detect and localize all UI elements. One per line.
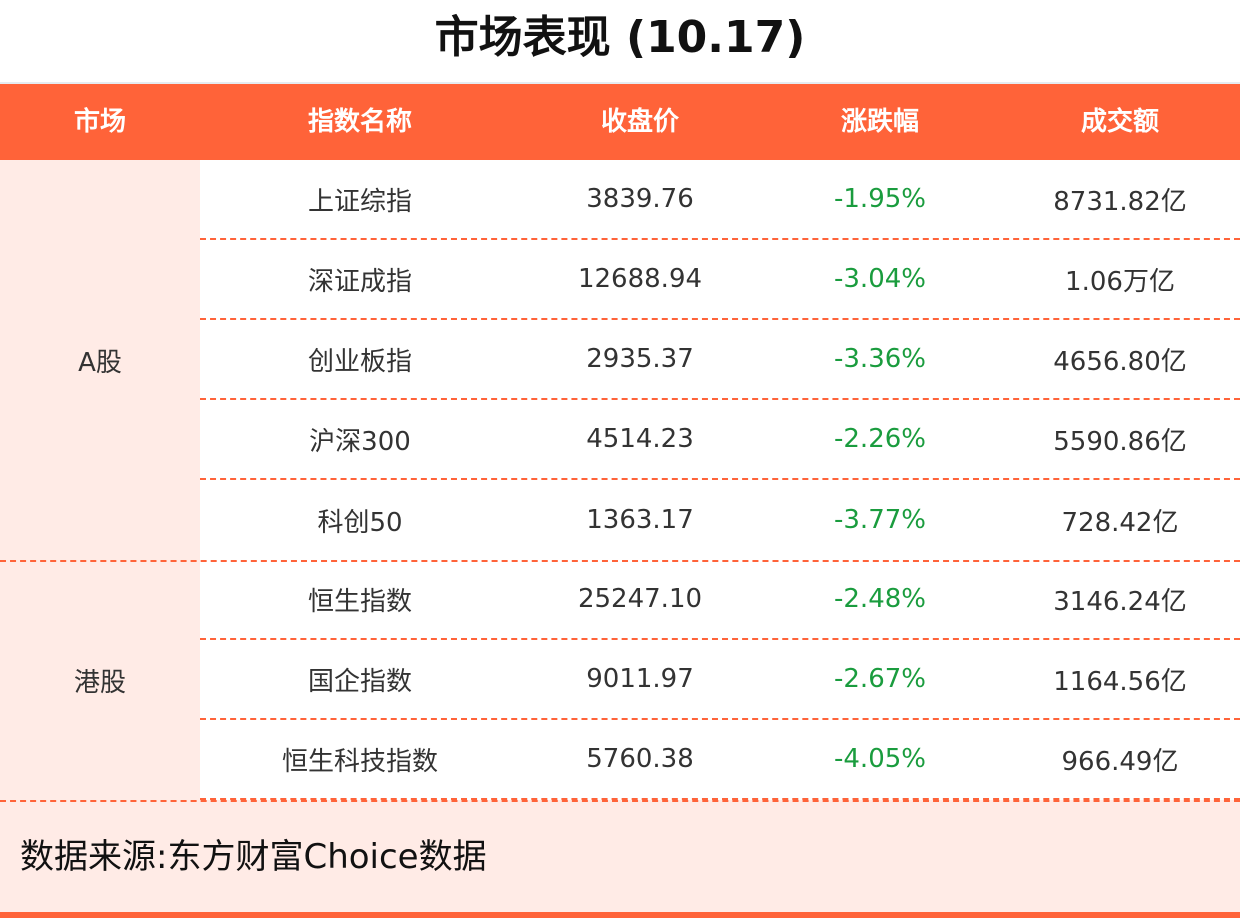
data-source-note: 数据来源:东方财富Choice数据 — [0, 800, 1240, 912]
table-row: 沪深300 4514.23 -2.26% 5590.86亿 — [200, 400, 1240, 480]
table-row: 恒生指数 25247.10 -2.48% 3146.24亿 — [200, 560, 1240, 640]
bottom-bar — [0, 912, 1240, 918]
close-price-cell: 25247.10 — [577, 584, 703, 614]
table-body: A股 上证综指 3839.76 -1.95% 8731.82亿深证成指 12688.94 -… — [0, 160, 1240, 800]
index-name-cell: 沪深300 — [309, 426, 411, 457]
index-name-cell: 上证综指 — [307, 186, 412, 217]
volume-cell: 1.06万亿 — [1065, 266, 1175, 297]
close-price-cell: 4514.23 — [586, 424, 694, 454]
index-name-cell: 恒生指数 — [307, 586, 412, 617]
market-group: 港股 恒生指数 25247.10 -2.48% 3146.24亿国企指数 9011.97 -… — [0, 560, 1240, 800]
table-row: 国企指数 9011.97 -2.67% 1164.56亿 — [200, 640, 1240, 720]
change-cell: -3.36% — [834, 344, 926, 374]
market-group: A股 上证综指 3839.76 -1.95% 8731.82亿深证成指 12688.94 -… — [0, 160, 1240, 560]
table-header: 市场 指数名称 收盘价 涨跌幅 成交额 — [0, 84, 1240, 160]
table-row: 恒生科技指数 5760.38 -4.05% 966.49亿 — [200, 720, 1240, 800]
volume-cell: 728.42亿 — [1061, 507, 1179, 538]
column-header-index-name: 指数名称 — [307, 107, 412, 137]
page-title: 市场表现 (10.17) — [434, 12, 806, 63]
change-cell: -3.77% — [834, 505, 926, 535]
column-header-volume: 成交额 — [1080, 107, 1159, 137]
index-name-cell: 创业板指 — [307, 346, 412, 377]
index-name-cell: 恒生科技指数 — [281, 746, 438, 777]
close-price-cell: 1363.17 — [586, 505, 694, 535]
market-cell: A股 — [0, 160, 200, 560]
index-name-cell: 深证成指 — [307, 266, 412, 297]
close-price-cell: 3839.76 — [586, 184, 694, 214]
column-header-market: 市场 — [73, 107, 126, 137]
volume-cell: 5590.86亿 — [1053, 426, 1187, 457]
close-price-cell: 5760.38 — [586, 744, 694, 774]
column-header-close: 收盘价 — [600, 107, 679, 137]
volume-cell: 4656.80亿 — [1053, 346, 1187, 377]
close-price-cell: 12688.94 — [577, 264, 703, 294]
volume-cell: 8731.82亿 — [1053, 186, 1187, 217]
index-name-cell: 国企指数 — [307, 666, 412, 697]
close-price-cell: 9011.97 — [586, 664, 694, 694]
market-cell: 港股 — [0, 560, 200, 800]
index-name-cell: 科创50 — [317, 507, 403, 538]
group-divider — [0, 560, 1240, 562]
volume-cell: 1164.56亿 — [1053, 666, 1187, 697]
table-row: 科创50 1363.17 -3.77% 728.42亿 — [200, 480, 1240, 560]
close-price-cell: 2935.37 — [586, 344, 694, 374]
table-row: 深证成指 12688.94 -3.04% 1.06万亿 — [200, 240, 1240, 320]
divider — [0, 82, 1240, 84]
change-cell: -4.05% — [834, 744, 926, 774]
table-row: 上证综指 3839.76 -1.95% 8731.82亿 — [200, 160, 1240, 240]
volume-cell: 3146.24亿 — [1053, 586, 1187, 617]
change-cell: -3.04% — [834, 264, 926, 294]
change-cell: -2.26% — [834, 424, 926, 454]
column-header-change: 涨跌幅 — [840, 107, 919, 137]
change-cell: -1.95% — [834, 184, 926, 214]
table-row: 创业板指 2935.37 -3.36% 4656.80亿 — [200, 320, 1240, 400]
change-cell: -2.67% — [834, 664, 926, 694]
volume-cell: 966.49亿 — [1061, 746, 1179, 777]
change-cell: -2.48% — [834, 584, 926, 614]
